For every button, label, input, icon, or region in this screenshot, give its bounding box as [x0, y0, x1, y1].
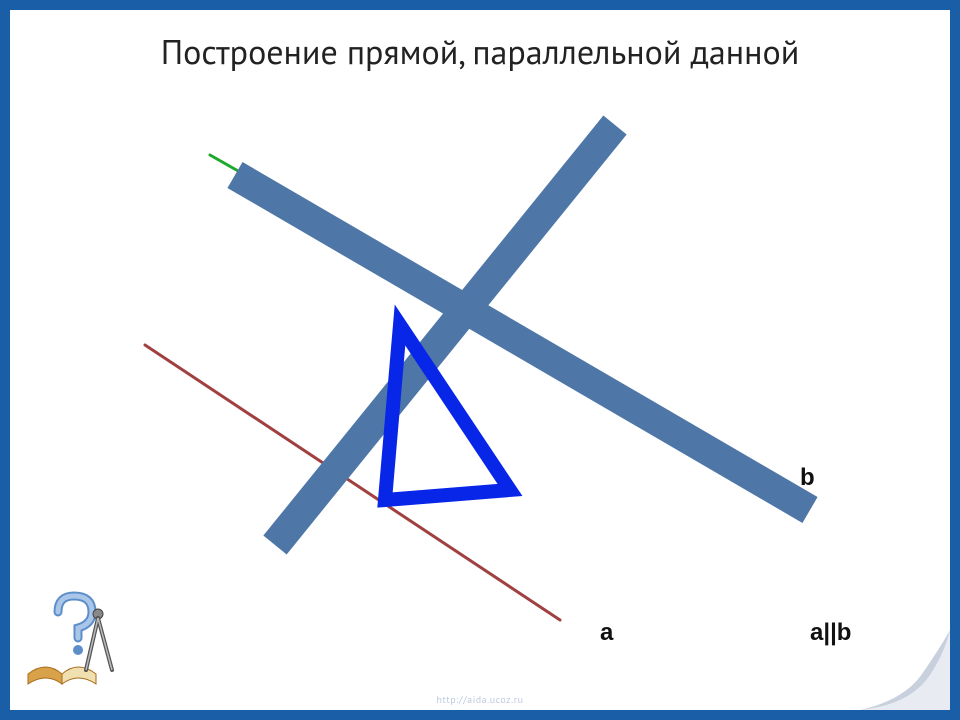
- label-b: b: [800, 464, 815, 491]
- diagram-svg: a b a||b: [40, 90, 920, 680]
- ruler-ascending: [275, 125, 615, 545]
- label-a: a: [600, 619, 614, 646]
- footer-link: http://aida.ucoz.ru: [436, 693, 523, 706]
- slide: Построение прямой, параллельной данной a…: [0, 0, 960, 720]
- slide-title: Построение прямой, параллельной данной: [0, 30, 960, 74]
- label-relation: a||b: [810, 619, 851, 646]
- diagram: a b a||b: [40, 90, 920, 680]
